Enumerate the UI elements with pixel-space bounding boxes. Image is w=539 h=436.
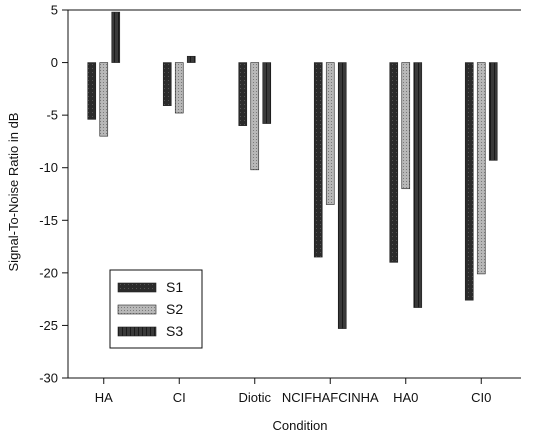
bar-s2-2: [250, 62, 260, 171]
plot-area: [67, 9, 521, 379]
y-axis-ticks: 5 0 -5 -10 -15 -20 -25 -30: [39, 3, 68, 386]
y-tick-label: -30: [39, 371, 58, 386]
x-tick-label: HA0: [393, 390, 418, 405]
legend-label-s2: S2: [166, 301, 183, 317]
bar-s3-5: [488, 62, 498, 161]
x-axis-ticks: HA CI Diotic NCIFHAFCINHA HA0 CI0: [95, 378, 491, 405]
legend: S1 S2 S3: [109, 269, 203, 349]
bar-s2-4: [401, 62, 411, 190]
bar-s3-0: [111, 11, 121, 63]
bar-s1-0: [87, 62, 97, 120]
y-tick-label: -10: [39, 160, 58, 175]
bar-s1-5: [464, 62, 474, 301]
bar-s1-1: [162, 62, 172, 106]
x-tick-label: Diotic: [238, 390, 271, 405]
bar-s3-4: [413, 62, 423, 308]
bar-s2-1: [174, 62, 184, 114]
legend-label-s3: S3: [166, 323, 183, 339]
y-tick-label: 0: [51, 55, 58, 70]
y-tick-label: -25: [39, 318, 58, 333]
bar-s2-5: [476, 62, 486, 275]
bar-s1-4: [389, 62, 399, 263]
legend-swatch-s2: [117, 304, 157, 315]
y-tick-label: 5: [51, 3, 58, 18]
bar-s2-0: [99, 62, 109, 137]
x-tick-label: HA: [95, 390, 113, 405]
legend-swatch-s1: [117, 282, 157, 293]
x-axis-title: Condition: [273, 418, 328, 433]
bar-s1-2: [238, 62, 248, 126]
y-tick-label: -5: [46, 108, 58, 123]
bar-s3-1: [186, 55, 196, 63]
bar-s1-3: [313, 62, 323, 258]
bar-s3-2: [262, 62, 272, 124]
bar-s2-3: [325, 62, 335, 205]
bar-s3-3: [337, 62, 347, 329]
y-axis-title: Signal-To-Noise Ratio in dB: [6, 113, 21, 272]
y-tick-label: -20: [39, 265, 58, 280]
x-tick-label: CI: [173, 390, 186, 405]
x-tick-label: CI0: [471, 390, 491, 405]
legend-swatch-s3: [117, 326, 157, 337]
legend-label-s1: S1: [166, 279, 183, 295]
x-tick-label: NCIFHAFCINHA: [282, 390, 379, 405]
y-tick-label: -15: [39, 213, 58, 228]
